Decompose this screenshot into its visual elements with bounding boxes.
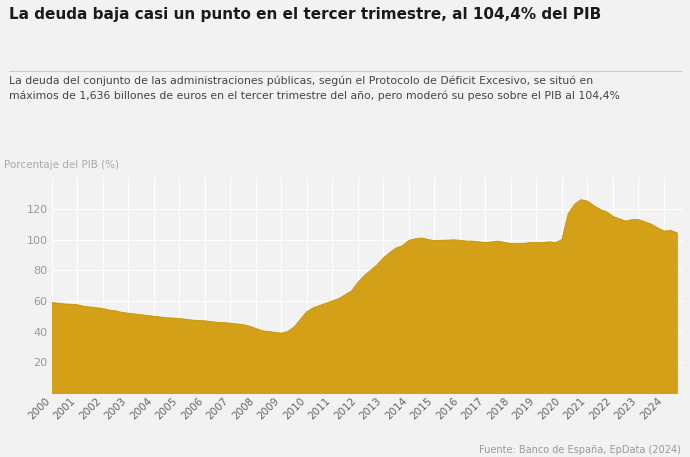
Text: La deuda del conjunto de las administraciones públicas, según el Protocolo de Dé: La deuda del conjunto de las administrac… bbox=[9, 75, 620, 101]
Text: La deuda baja casi un punto en el tercer trimestre, al 104,4% del PIB: La deuda baja casi un punto en el tercer… bbox=[9, 7, 601, 22]
Text: Porcentaje del PIB (%): Porcentaje del PIB (%) bbox=[4, 159, 119, 170]
Text: Fuente: Banco de España, EpData (2024): Fuente: Banco de España, EpData (2024) bbox=[479, 445, 681, 455]
